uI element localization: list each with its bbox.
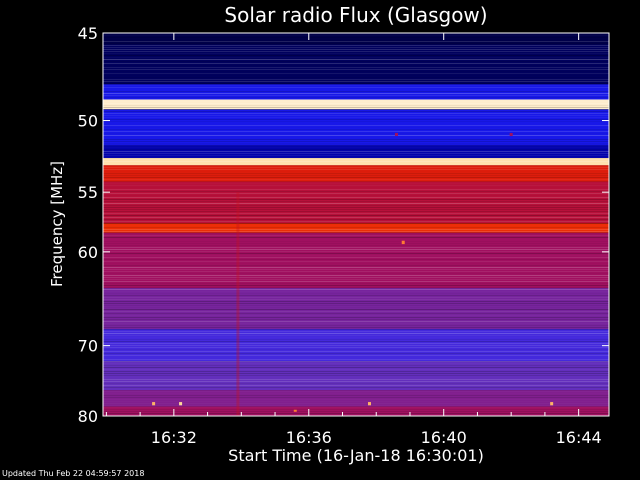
time-axis: 16:32 16:36 16:40 16:44: [105, 33, 602, 447]
updated-timestamp: Updated Thu Feb 22 04:59:57 2018: [2, 469, 145, 478]
x-tick-label-1: 16:36: [286, 428, 332, 447]
y-tick-label-55: 55: [78, 183, 98, 202]
y-tick-label-45: 45: [78, 24, 98, 43]
spectrum-band-9: [103, 223, 609, 233]
y-tick-label-50: 50: [78, 112, 98, 131]
chart-title: Solar radio Flux (Glasgow): [224, 3, 487, 27]
spectrum-band-8: [103, 181, 609, 224]
spectrum-band-1: [103, 44, 609, 85]
y-tick-label-60: 60: [78, 243, 98, 262]
spectrum-band-3: [103, 99, 609, 110]
x-tick-label-0: 16:32: [151, 428, 197, 447]
spectrum-feature-2: [179, 402, 183, 406]
spectrum-band-4: [103, 109, 609, 145]
x-tick-label-3: 16:44: [556, 428, 602, 447]
x-tick-label-2: 16:40: [421, 428, 467, 447]
spectrum-feature-0: [236, 192, 240, 416]
spectrum-band-7: [103, 165, 609, 182]
spectrum-band-10: [103, 232, 609, 289]
spectrum-band-5: [103, 144, 609, 159]
y-tick-label-80: 80: [78, 407, 98, 426]
spectrum-band-13: [103, 361, 609, 391]
frequency-axis: 45 50 55 60 70 80: [78, 24, 609, 426]
spectrum-feature-3: [367, 402, 371, 406]
x-axis-label: Start Time (16-Jan-18 16:30:01): [228, 446, 484, 465]
spectrum-band-12: [103, 329, 609, 362]
spectrum-band-14: [103, 390, 609, 407]
y-axis-label: Frequency [MHz]: [48, 161, 66, 287]
spectrum-feature-6: [401, 240, 405, 245]
plot-frame: [102, 32, 610, 417]
spectrum-band-0: [103, 33, 609, 45]
spectrum-band-2: [103, 84, 609, 100]
spectrum-feature-7: [394, 132, 398, 136]
spectrum-band-11: [103, 288, 609, 330]
spectrum-feature-1: [152, 402, 156, 406]
spectrum-feature-5: [293, 409, 297, 412]
spectrogram-plot-area: [102, 32, 610, 417]
y-tick-label-70: 70: [78, 337, 98, 356]
spectrum-feature-4: [550, 402, 554, 406]
spectrum-band-6: [103, 158, 609, 166]
spectrum-band-15: [103, 406, 609, 416]
spectrum-feature-8: [509, 132, 513, 136]
